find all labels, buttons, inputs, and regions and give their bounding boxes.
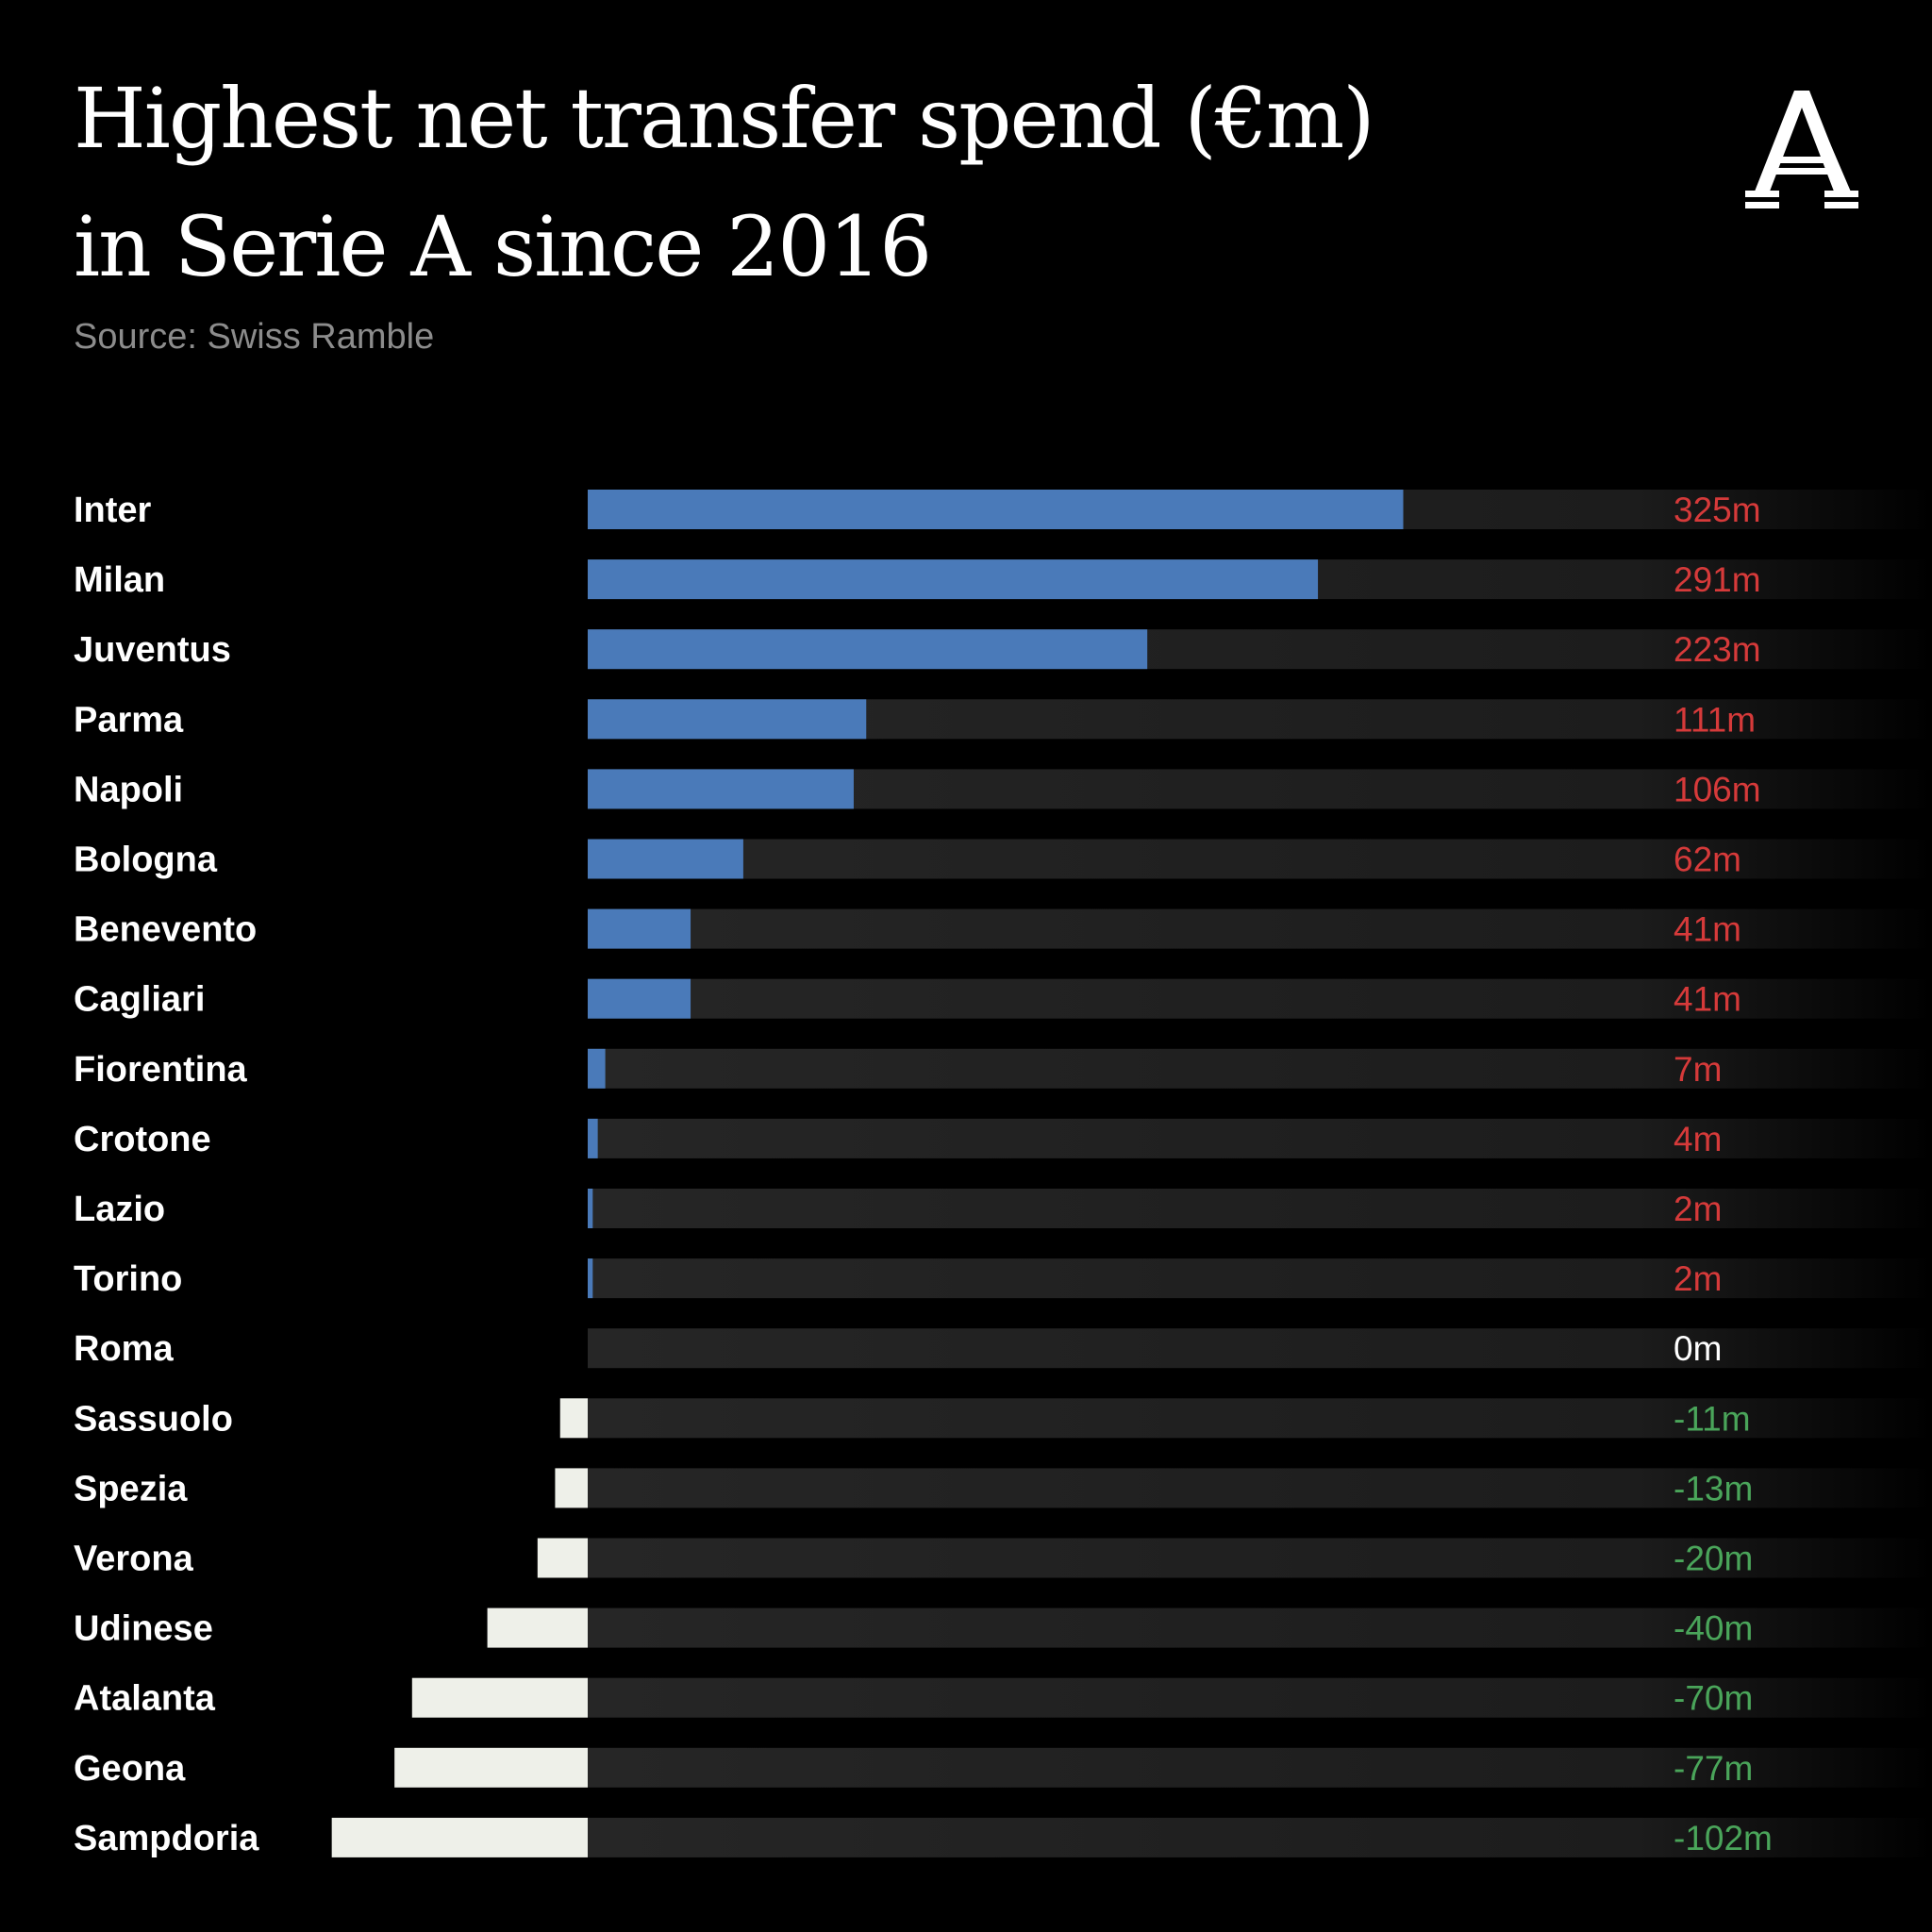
bar bbox=[411, 1677, 588, 1718]
bar-track bbox=[588, 1189, 1932, 1228]
data-label: 0m bbox=[1674, 1329, 1722, 1368]
data-label: -77m bbox=[1674, 1749, 1753, 1788]
category-label: Torino bbox=[74, 1259, 182, 1299]
data-label: -102m bbox=[1674, 1819, 1773, 1857]
data-label: 325m bbox=[1674, 491, 1761, 529]
bar-track bbox=[588, 839, 1932, 879]
bar bbox=[588, 629, 1148, 670]
bar-track bbox=[588, 1677, 1932, 1718]
data-label: 7m bbox=[1674, 1050, 1722, 1089]
category-label: Geona bbox=[74, 1749, 186, 1789]
category-label: Bologna bbox=[74, 841, 218, 880]
bar bbox=[588, 908, 691, 949]
category-label: Juventus bbox=[74, 630, 231, 670]
data-label: 2m bbox=[1674, 1259, 1722, 1298]
data-label: -40m bbox=[1674, 1609, 1753, 1648]
category-label: Atalanta bbox=[74, 1679, 216, 1719]
athletic-a-logo-icon bbox=[1745, 91, 1858, 208]
bar bbox=[588, 699, 867, 740]
bar-track bbox=[588, 1817, 1932, 1857]
bar bbox=[588, 1189, 593, 1228]
bar bbox=[537, 1538, 588, 1578]
bar bbox=[588, 839, 743, 879]
bar-track bbox=[588, 1118, 1932, 1158]
category-label: Spezia bbox=[74, 1469, 188, 1508]
data-label: 41m bbox=[1674, 910, 1741, 949]
bar-track bbox=[588, 1328, 1932, 1369]
bar bbox=[559, 1398, 588, 1439]
bar bbox=[331, 1817, 588, 1857]
bar-track bbox=[588, 978, 1932, 1019]
chart-source: Source: Swiss Ramble bbox=[74, 317, 435, 357]
data-label: -11m bbox=[1674, 1399, 1751, 1438]
category-label: Milan bbox=[74, 560, 165, 600]
bar-track bbox=[588, 1468, 1932, 1508]
category-label: Sassuolo bbox=[74, 1399, 233, 1439]
category-label: Napoli bbox=[74, 770, 183, 809]
category-label: Benevento bbox=[74, 910, 257, 950]
data-label: 291m bbox=[1674, 560, 1761, 599]
chart-title-line-2: in Serie A since 2016 bbox=[74, 198, 932, 295]
bar bbox=[394, 1747, 588, 1788]
bar bbox=[588, 559, 1319, 600]
bar bbox=[588, 978, 691, 1019]
category-label: Parma bbox=[74, 700, 184, 740]
bar bbox=[588, 1048, 606, 1089]
data-label: -70m bbox=[1674, 1679, 1753, 1718]
category-label: Udinese bbox=[74, 1609, 213, 1649]
data-label: -13m bbox=[1674, 1469, 1753, 1507]
data-label: 111m bbox=[1674, 700, 1756, 739]
bar-track bbox=[588, 1607, 1932, 1648]
category-label: Sampdoria bbox=[74, 1819, 259, 1858]
data-label: 62m bbox=[1674, 841, 1741, 879]
bar-track bbox=[588, 1538, 1932, 1578]
category-label: Lazio bbox=[74, 1190, 165, 1229]
category-label: Verona bbox=[74, 1540, 194, 1579]
bar bbox=[588, 490, 1404, 529]
data-label: 106m bbox=[1674, 770, 1761, 808]
bar-track bbox=[588, 1747, 1932, 1788]
bar bbox=[487, 1607, 588, 1648]
bar-track bbox=[588, 1258, 1932, 1299]
data-label: 4m bbox=[1674, 1120, 1722, 1158]
data-label: 2m bbox=[1674, 1190, 1722, 1228]
category-label: Fiorentina bbox=[74, 1050, 248, 1090]
category-label: Cagliari bbox=[74, 980, 205, 1020]
data-label: -20m bbox=[1674, 1540, 1753, 1578]
bar bbox=[588, 1258, 593, 1299]
bar bbox=[588, 1118, 598, 1158]
data-label: 223m bbox=[1674, 630, 1761, 669]
bar-track bbox=[588, 1048, 1932, 1089]
data-label: 41m bbox=[1674, 980, 1741, 1019]
bar-track bbox=[588, 908, 1932, 949]
category-label: Inter bbox=[74, 491, 152, 530]
chart-title: Highest net transfer spend (€m) in Serie… bbox=[74, 55, 1602, 311]
chart-title-line-1: Highest net transfer spend (€m) bbox=[74, 70, 1375, 167]
category-label: Crotone bbox=[74, 1120, 211, 1159]
category-label: Roma bbox=[74, 1329, 174, 1369]
bar-track bbox=[588, 1398, 1932, 1439]
bar bbox=[588, 769, 854, 809]
bar bbox=[555, 1468, 588, 1508]
